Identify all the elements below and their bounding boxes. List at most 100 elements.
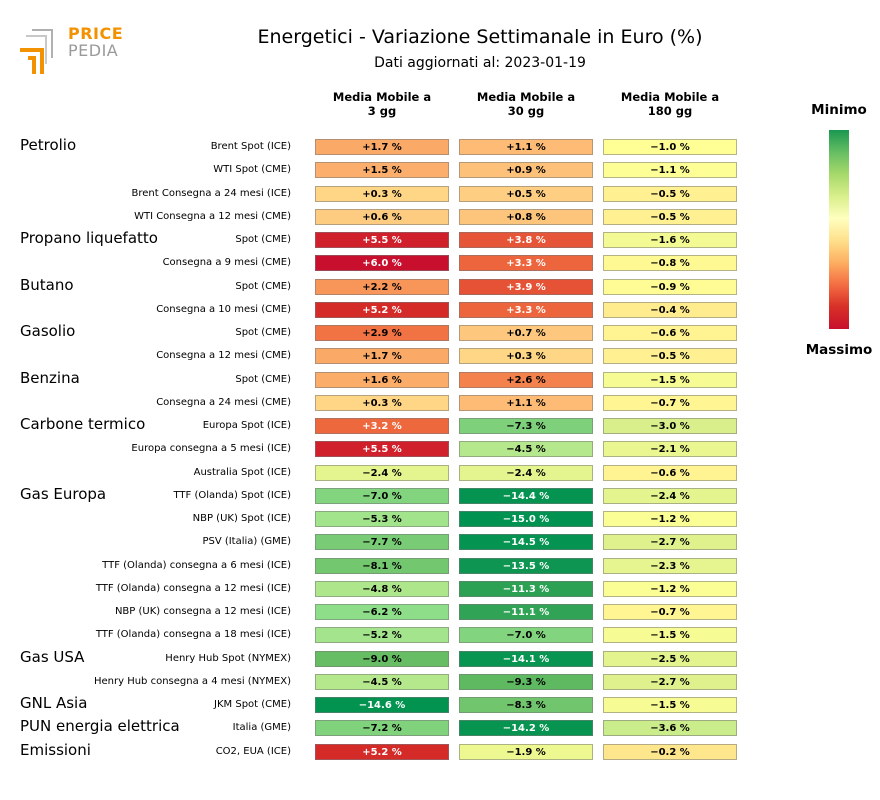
heatmap-cell: −1.5 % xyxy=(603,697,737,713)
heatmap-cell: −11.3 % xyxy=(459,580,593,597)
row-label: Brent Spot (ICE) xyxy=(210,141,291,152)
row-label: TTF (Olanda) consegna a 12 mesi (ICE) xyxy=(95,582,291,594)
heatmap-cell: −5.2 % xyxy=(315,627,449,644)
heatmap-cell: −1.2 % xyxy=(603,580,737,597)
heatmap-cell: −2.4 % xyxy=(603,487,737,504)
group-label: GNL Asia xyxy=(20,694,88,712)
row-label: Australia Spot (ICE) xyxy=(193,466,291,478)
heatmap-cell: −14.6 % xyxy=(315,697,449,713)
column-header-line2: 3 gg xyxy=(367,104,397,118)
heatmap-cell: −15.0 % xyxy=(459,511,593,527)
row-label: CO2, EUA (ICE) xyxy=(215,745,291,757)
heatmap-cell: −0.2 % xyxy=(603,743,737,760)
heatmap-cell: −0.5 % xyxy=(603,208,737,225)
row-label: Consegna a 12 mesi (CME) xyxy=(156,350,291,362)
heatmap-cell: −1.9 % xyxy=(459,743,593,760)
heatmap-cell: −1.0 % xyxy=(603,139,737,155)
row-label: Consegna a 24 mesi (CME) xyxy=(156,396,291,408)
heatmap-cell: +2.2 % xyxy=(315,278,449,295)
heatmap-cell: +0.5 % xyxy=(459,185,593,202)
heatmap-cell: +6.0 % xyxy=(315,255,449,272)
heatmap-cell: +3.3 % xyxy=(459,255,593,272)
heatmap-cell: +1.6 % xyxy=(315,371,449,388)
heatmap-cell: −4.8 % xyxy=(315,580,449,597)
heatmap-cell: +3.3 % xyxy=(459,301,593,318)
heatmap-cell: −3.6 % xyxy=(603,720,737,737)
row-label: WTI Consegna a 12 mesi (CME) xyxy=(134,210,291,222)
heatmap-cell: −0.4 % xyxy=(603,301,737,318)
heatmap-cell: +3.2 % xyxy=(315,418,449,434)
heatmap-cell: −1.2 % xyxy=(603,511,737,527)
heatmap-cell: −1.5 % xyxy=(603,371,737,388)
heatmap-cell: −0.5 % xyxy=(603,185,737,202)
heatmap-cell: −0.7 % xyxy=(603,394,737,411)
heatmap-cell: −5.3 % xyxy=(315,511,449,527)
row-label: Europa consegna a 5 mesi (ICE) xyxy=(131,443,291,455)
heatmap-cell: −2.3 % xyxy=(603,557,737,574)
group-label: Butano xyxy=(20,275,74,294)
heatmap-cell: +5.2 % xyxy=(315,743,449,760)
heatmap-cell: −8.1 % xyxy=(315,557,449,574)
row-label: Brent Consegna a 24 mesi (ICE) xyxy=(131,187,291,199)
row-label: Consegna a 10 mesi (CME) xyxy=(156,303,291,315)
heatmap-cell: +0.3 % xyxy=(459,348,593,365)
group-label: Emissioni xyxy=(20,740,91,759)
heatmap-cell: +3.8 % xyxy=(459,232,593,248)
chart-subtitle: Dati aggiornati al: 2023-01-19 xyxy=(374,55,586,71)
heatmap-cell: +1.1 % xyxy=(459,139,593,155)
legend-min-label: Minimo xyxy=(811,102,867,118)
heatmap-cell: +1.7 % xyxy=(315,348,449,365)
chart-title: Energetici - Variazione Settimanale in E… xyxy=(257,26,703,48)
column-header-180gg: Media Mobile a 180 gg xyxy=(600,90,740,118)
row-label: WTI Spot (CME) xyxy=(213,164,291,176)
heatmap-cell: −2.7 % xyxy=(603,673,737,690)
group-label: PUN energia elettrica xyxy=(20,717,180,736)
heatmap-cell: −4.5 % xyxy=(315,673,449,690)
column-header-3gg: Media Mobile a 3 gg xyxy=(312,90,452,118)
heatmap-cell: +5.2 % xyxy=(315,301,449,318)
group-label: Carbone termico xyxy=(20,415,146,433)
group-label: Gas USA xyxy=(20,647,85,666)
row-label: TTF (Olanda) consegna a 6 mesi (ICE) xyxy=(102,559,291,571)
column-header-line1: Media Mobile a xyxy=(332,90,432,104)
heatmap-cell: −11.1 % xyxy=(459,604,593,620)
heatmap-cell: −8.3 % xyxy=(459,697,593,713)
pricepedia-logo: PRICE PEDIA xyxy=(20,24,130,74)
heatmap-cell: −2.7 % xyxy=(603,534,737,551)
heatmap-cell: −1.6 % xyxy=(603,232,737,248)
heatmap-cell: +0.7 % xyxy=(459,325,593,341)
row-label: Spot (CME) xyxy=(235,373,291,385)
heatmap-cell: +3.9 % xyxy=(459,278,593,295)
column-header-line1: Media Mobile a xyxy=(476,90,576,104)
heatmap-cell: −4.5 % xyxy=(459,441,593,458)
heatmap-cell: −7.3 % xyxy=(459,418,593,434)
heatmap-cell: −2.1 % xyxy=(603,441,737,458)
row-label: TTF (Olanda) Spot (ICE) xyxy=(173,489,291,501)
heatmap-cell: −0.8 % xyxy=(603,255,737,272)
logo-pedia-text: PEDIA xyxy=(68,41,119,60)
row-label: NBP (UK) consegna a 12 mesi (ICE) xyxy=(114,606,291,617)
heatmap-cell: +0.3 % xyxy=(315,394,449,411)
heatmap-cell: −2.5 % xyxy=(603,650,737,667)
heatmap-cell: −7.2 % xyxy=(315,720,449,737)
group-label: Petrolio xyxy=(20,136,77,154)
column-header-line2: 30 gg xyxy=(507,104,545,118)
heatmap-cell: −2.4 % xyxy=(315,464,449,481)
row-label: Italia (GME) xyxy=(232,722,291,734)
heatmap-cell: −0.6 % xyxy=(603,325,737,341)
heatmap-cell: −1.1 % xyxy=(603,162,737,179)
heatmap-cell: −7.7 % xyxy=(315,534,449,551)
row-label: Spot (CME) xyxy=(235,327,291,338)
heatmap-cell: +2.9 % xyxy=(315,325,449,341)
column-header-30gg: Media Mobile a 30 gg xyxy=(456,90,596,118)
heatmap-cell: +5.5 % xyxy=(315,441,449,458)
heatmap-cell: −7.0 % xyxy=(315,487,449,504)
row-label: JKM Spot (CME) xyxy=(214,699,291,710)
heatmap-cell: −0.7 % xyxy=(603,604,737,620)
heatmap-cell: −6.2 % xyxy=(315,604,449,620)
heatmap-cell: −14.4 % xyxy=(459,487,593,504)
heatmap-cell: −0.9 % xyxy=(603,278,737,295)
heatmap-cell: −9.0 % xyxy=(315,650,449,667)
heatmap-cell: −0.6 % xyxy=(603,464,737,481)
heatmap-cell: +2.6 % xyxy=(459,371,593,388)
